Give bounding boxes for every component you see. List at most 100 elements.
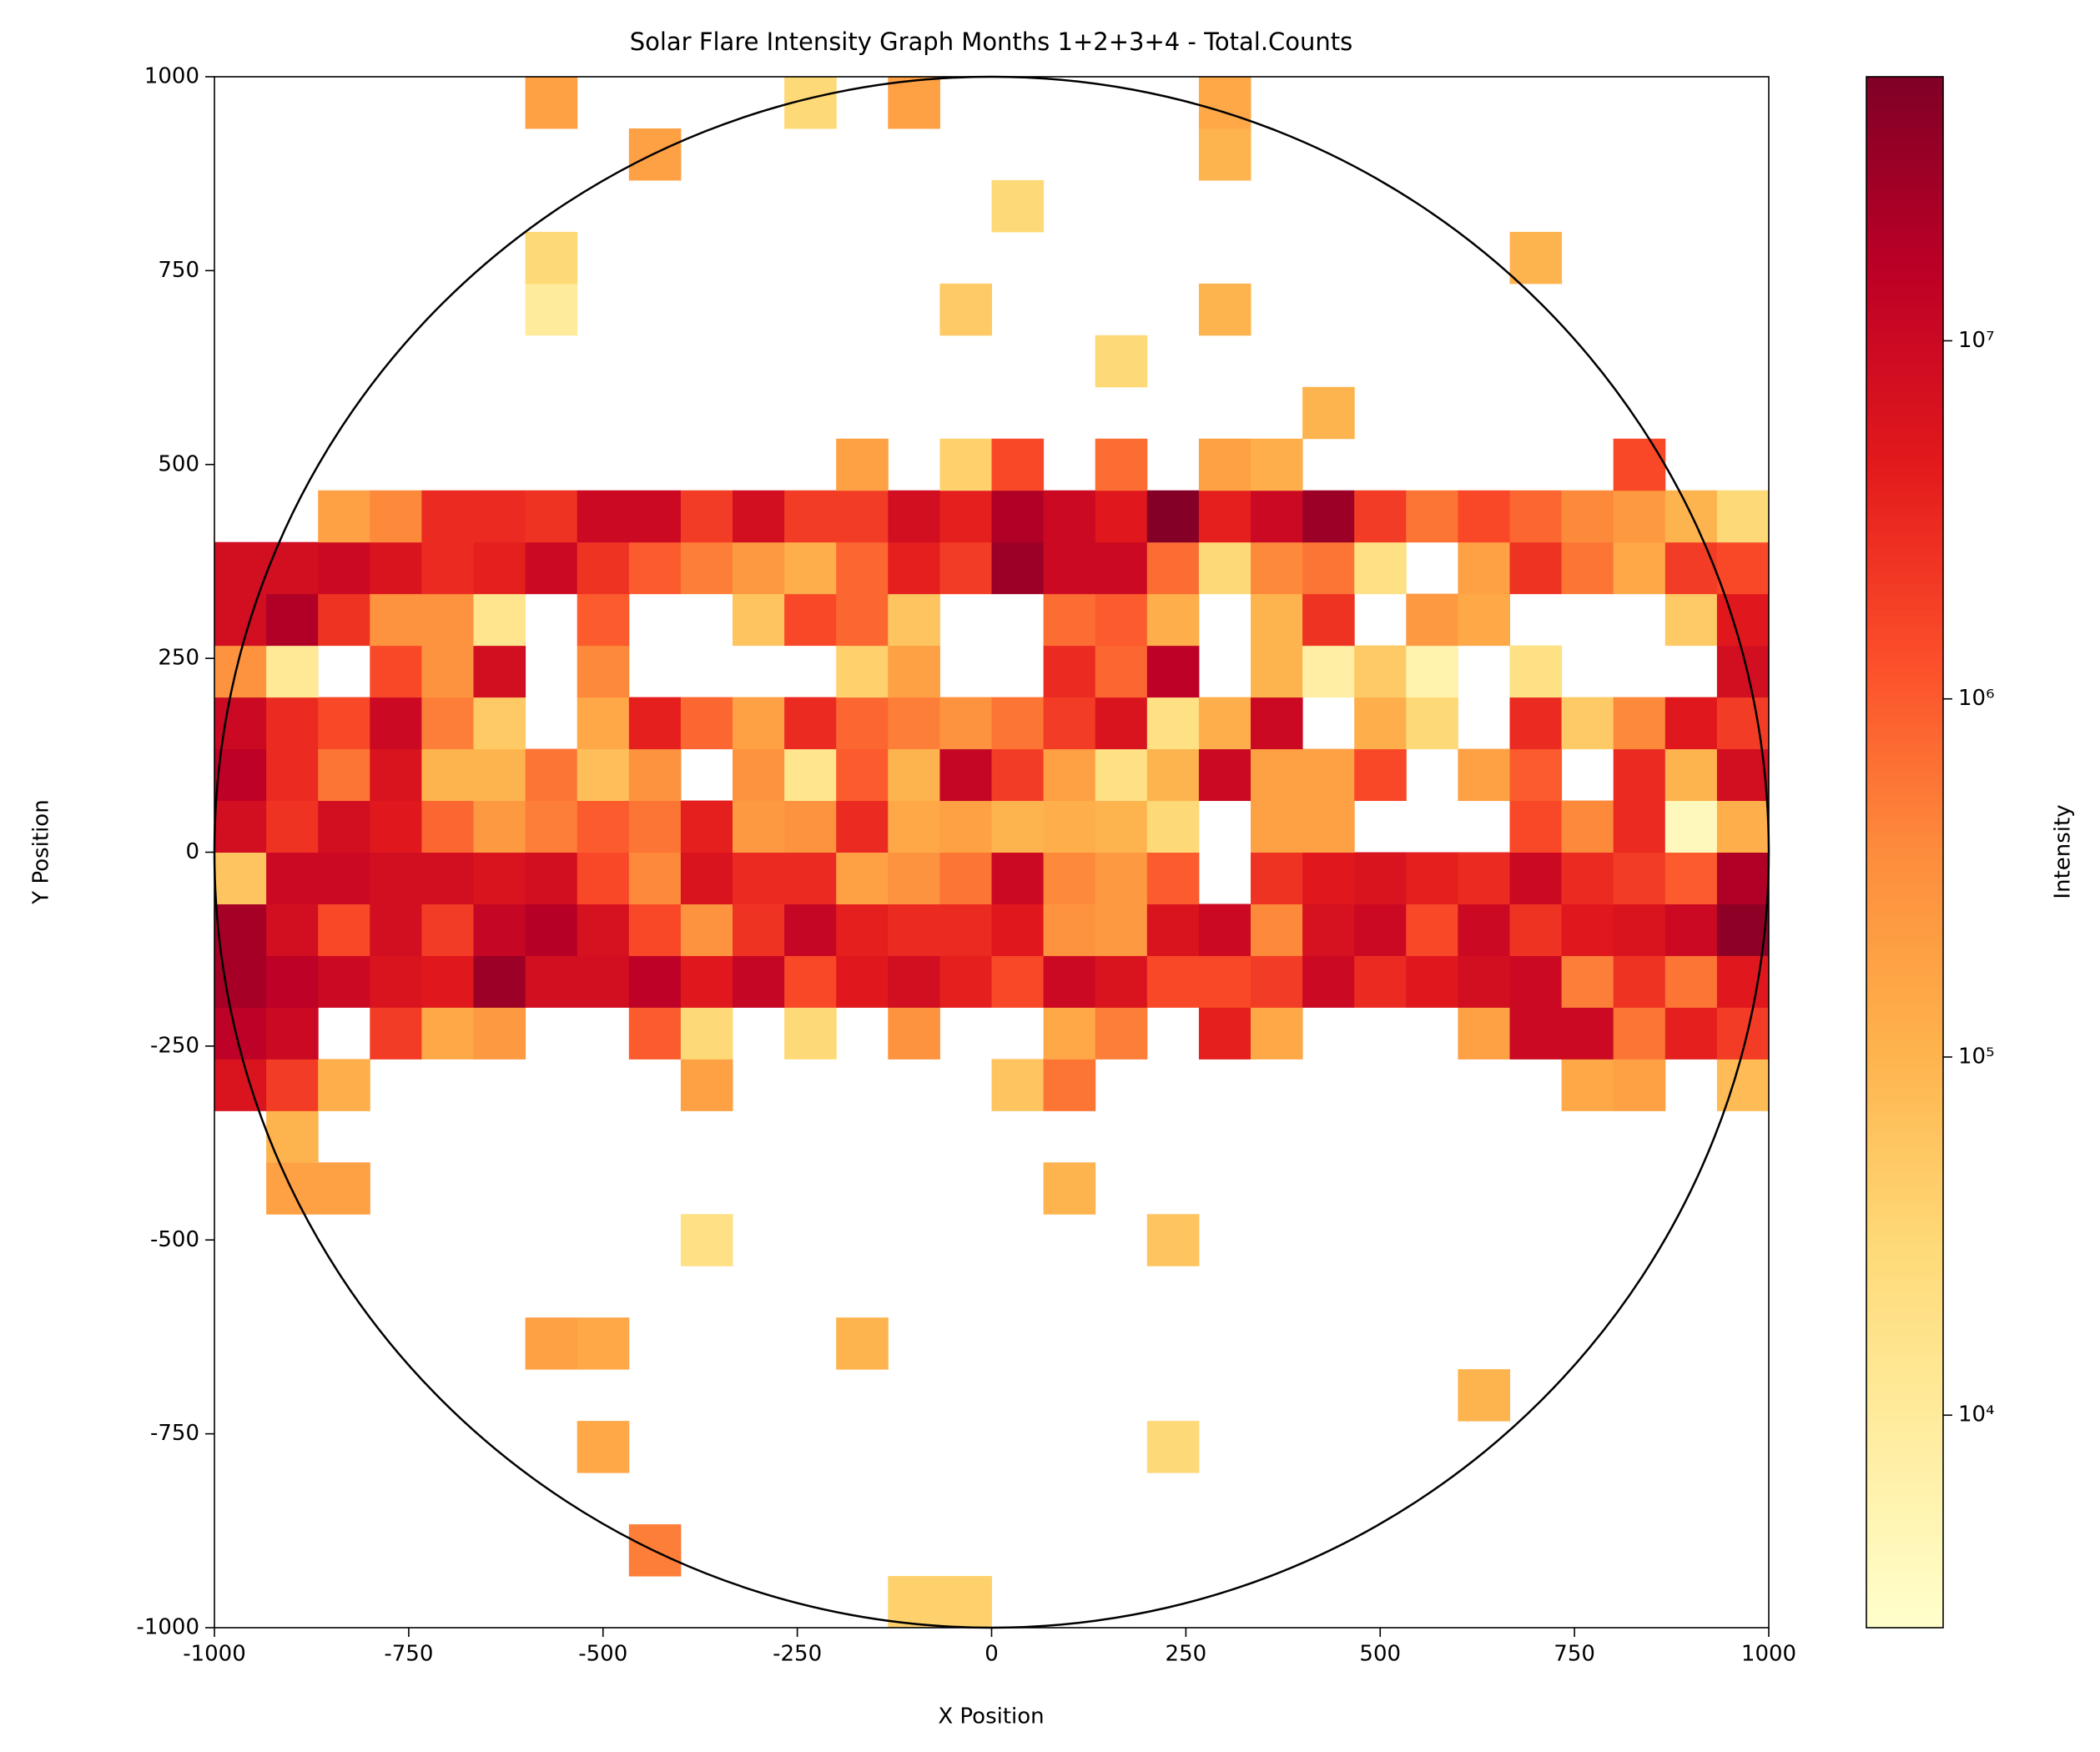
heatmap-cell: [991, 800, 1045, 853]
colorbar-gradient: [1866, 1353, 1943, 1360]
heatmap-cell: [1664, 904, 1718, 956]
heatmap-cell: [1561, 955, 1614, 1008]
colorbar-gradient: [1866, 1080, 1943, 1085]
x-tick-label: 1000: [1741, 1642, 1796, 1667]
colorbar-gradient: [1866, 231, 1943, 238]
colorbar-gradient: [1866, 697, 1943, 703]
colorbar-gradient: [1866, 779, 1943, 786]
heatmap-cell: [525, 955, 578, 1008]
colorbar-gradient: [1866, 360, 1943, 367]
heatmap-cell: [525, 283, 578, 336]
heatmap-cell: [733, 490, 785, 543]
colorbar-gradient: [1866, 722, 1943, 729]
heatmap-cell: [836, 904, 889, 956]
heatmap-cell: [266, 852, 319, 904]
heatmap-cell: [1561, 1007, 1614, 1060]
colorbar-gradient: [1866, 1028, 1943, 1034]
heatmap-cell: [628, 541, 682, 595]
colorbar-gradient: [1866, 1167, 1943, 1174]
heatmap-cell: [836, 748, 889, 802]
colorbar-gradient: [1866, 1095, 1943, 1101]
colorbar-gradient: [1866, 1007, 1943, 1014]
colorbar-gradient: [1866, 1462, 1943, 1468]
heatmap-cell: [421, 1007, 474, 1060]
heatmap-cell: [370, 904, 422, 956]
colorbar-gradient: [1866, 1136, 1943, 1143]
colorbar-gradient: [1866, 800, 1943, 807]
heatmap-cell: [680, 955, 733, 1008]
colorbar-gradient: [1866, 805, 1943, 812]
heatmap-cell: [1509, 697, 1563, 750]
heatmap-cell: [577, 697, 630, 750]
colorbar-gradient: [1866, 1245, 1943, 1251]
colorbar-gradient: [1866, 727, 1943, 734]
colorbar-gradient: [1866, 485, 1943, 491]
heatmap-cell: [1509, 955, 1563, 1008]
heatmap-cell: [1613, 490, 1666, 543]
colorbar-gradient: [1866, 1219, 1943, 1226]
heatmap-cell: [1664, 852, 1718, 904]
heatmap-cell: [1561, 800, 1614, 853]
colorbar-gradient: [1866, 417, 1943, 424]
colorbar-gradient: [1866, 506, 1943, 512]
heatmap-cell: [525, 748, 578, 802]
x-tick-label: 250: [1166, 1642, 1207, 1667]
colorbar-gradient: [1866, 656, 1943, 662]
colorbar-gradient: [1866, 205, 1943, 212]
colorbar-gradient: [1866, 546, 1943, 553]
heatmap-cell: [1509, 852, 1563, 904]
heatmap-cell: [370, 697, 422, 750]
heatmap-cell: [1251, 438, 1303, 491]
heatmap-cell: [1613, 800, 1666, 853]
heatmap-cell: [1095, 490, 1148, 543]
heatmap-cell: [888, 748, 940, 802]
heatmap-cell: [1458, 748, 1510, 802]
colorbar-gradient: [1866, 1457, 1943, 1463]
colorbar-gradient: [1866, 914, 1943, 920]
colorbar-gradient: [1866, 1348, 1943, 1355]
heatmap-cell: [1509, 541, 1563, 595]
colorbar-gradient: [1866, 82, 1943, 88]
heatmap-cell: [1043, 645, 1096, 698]
colorbar-gradient: [1866, 929, 1943, 936]
heatmap-cell: [939, 1576, 992, 1629]
heatmap-cell: [1561, 1059, 1614, 1111]
colorbar-gradient: [1866, 1591, 1943, 1598]
colorbar-gradient: [1866, 676, 1943, 682]
colorbar-gradient: [1866, 552, 1943, 558]
heatmap-cell: [1146, 1214, 1200, 1266]
heatmap-cell: [836, 438, 889, 491]
colorbar-gradient: [1866, 1059, 1943, 1065]
heatmap-cell: [1406, 490, 1458, 543]
x-tick-label: 0: [985, 1642, 999, 1667]
colorbar-gradient: [1866, 1291, 1943, 1298]
colorbar-gradient: [1866, 195, 1943, 202]
heatmap-cell: [1198, 697, 1251, 750]
colorbar-gradient: [1866, 1337, 1943, 1344]
colorbar-gradient: [1866, 278, 1943, 284]
colorbar-gradient: [1866, 1576, 1943, 1582]
heatmap-cell: [939, 800, 992, 853]
heatmap-cell: [1146, 955, 1200, 1008]
colorbar-gradient: [1866, 1125, 1943, 1132]
heatmap-cell: [1198, 904, 1251, 956]
colorbar-gradient: [1866, 1426, 1943, 1432]
heatmap-cell: [1146, 697, 1200, 750]
colorbar-gradient: [1866, 174, 1943, 181]
colorbar-gradient: [1866, 562, 1943, 569]
colorbar-gradient: [1866, 1038, 1943, 1045]
colorbar-gradient: [1866, 671, 1943, 677]
colorbar-gradient: [1866, 480, 1943, 486]
colorbar-gradient: [1866, 1301, 1943, 1308]
colorbar-gradient: [1866, 1488, 1943, 1494]
colorbar-gradient: [1866, 852, 1943, 858]
colorbar-gradient: [1866, 904, 1943, 910]
colorbar-gradient: [1866, 169, 1943, 176]
heatmap-cell: [266, 541, 319, 595]
colorbar-gradient: [1866, 1586, 1943, 1593]
colorbar-gradient: [1866, 1105, 1943, 1111]
colorbar-gradient: [1866, 971, 1943, 977]
heatmap-cell: [577, 645, 630, 698]
colorbar-gradient: [1866, 795, 1943, 802]
colorbar-gradient: [1866, 1441, 1943, 1447]
